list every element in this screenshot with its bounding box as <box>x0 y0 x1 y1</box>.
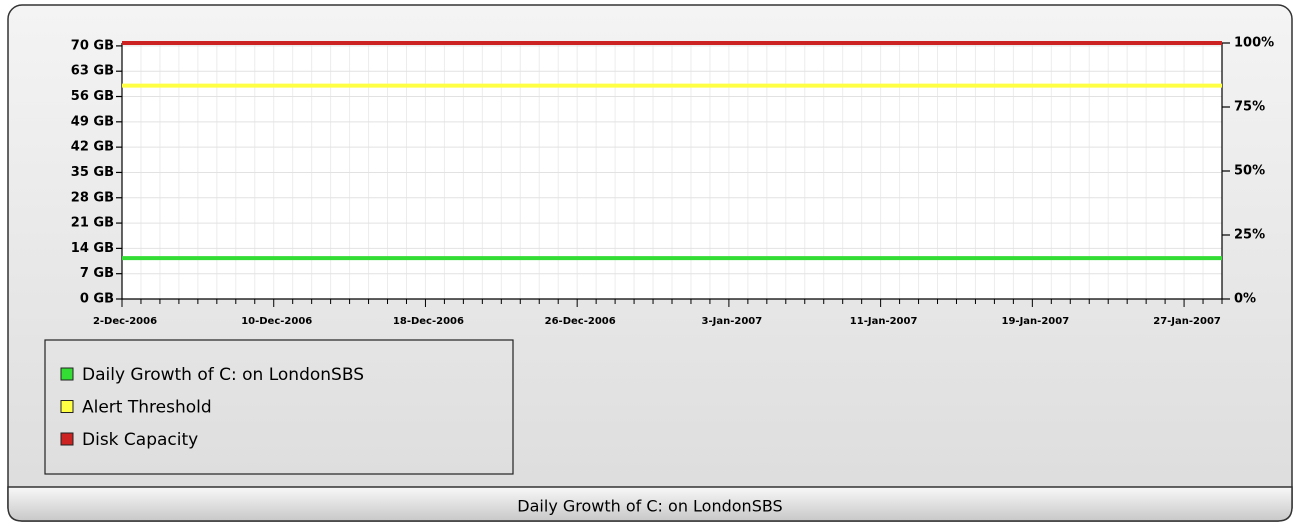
legend-label: Daily Growth of C: on LondonSBS <box>82 365 364 385</box>
y-tick-label: 14 GB <box>71 241 114 256</box>
title-bar <box>7 486 1293 522</box>
legend-swatch <box>60 367 74 381</box>
y2-tick-label: 25% <box>1234 228 1265 243</box>
y-tick-label: 63 GB <box>71 64 114 79</box>
y-tick-label: 7 GB <box>80 266 114 281</box>
y2-tick-label: 0% <box>1234 292 1256 307</box>
legend-label: Alert Threshold <box>82 398 212 418</box>
plot: 2-Dec-2006 10-Dec-2006 18-Dec-2006 26-Dec-2… <box>60 36 1274 450</box>
x-tick-label: 3-Jan-2007 <box>702 316 763 327</box>
chart-title: Daily Growth of C: on LondonSBS <box>517 497 782 516</box>
y-tick-label: 35 GB <box>71 165 114 180</box>
y-tick-label: 28 GB <box>71 190 114 205</box>
y2-tick-label: 100% <box>1234 36 1274 51</box>
y-tick-label: 49 GB <box>71 114 114 129</box>
x-tick-label: 27-Jan-2007 <box>1153 316 1221 327</box>
y2-tick-label: 75% <box>1234 100 1265 115</box>
legend-swatch <box>60 432 74 446</box>
x-tick-label: 26-Dec-2006 <box>545 316 616 327</box>
y-tick-label: 70 GB <box>71 38 114 53</box>
y-tick-label: 56 GB <box>71 89 114 104</box>
legend-swatch <box>60 400 74 413</box>
x-tick-label: 18-Dec-2006 <box>393 316 464 327</box>
x-tick-label: 19-Jan-2007 <box>1002 316 1070 327</box>
x-tick-label: 2-Dec-2006 <box>93 316 157 327</box>
x-tick-label: 11-Jan-2007 <box>850 316 918 327</box>
x-tick-label: 10-Dec-2006 <box>241 316 312 327</box>
y-tick-label: 0 GB <box>80 292 114 307</box>
y-tick-label: 42 GB <box>71 140 114 155</box>
y-tick-label: 21 GB <box>71 216 114 231</box>
legend-label: Disk Capacity <box>82 430 198 450</box>
legend <box>44 339 514 475</box>
y2-tick-label: 50% <box>1234 164 1265 179</box>
